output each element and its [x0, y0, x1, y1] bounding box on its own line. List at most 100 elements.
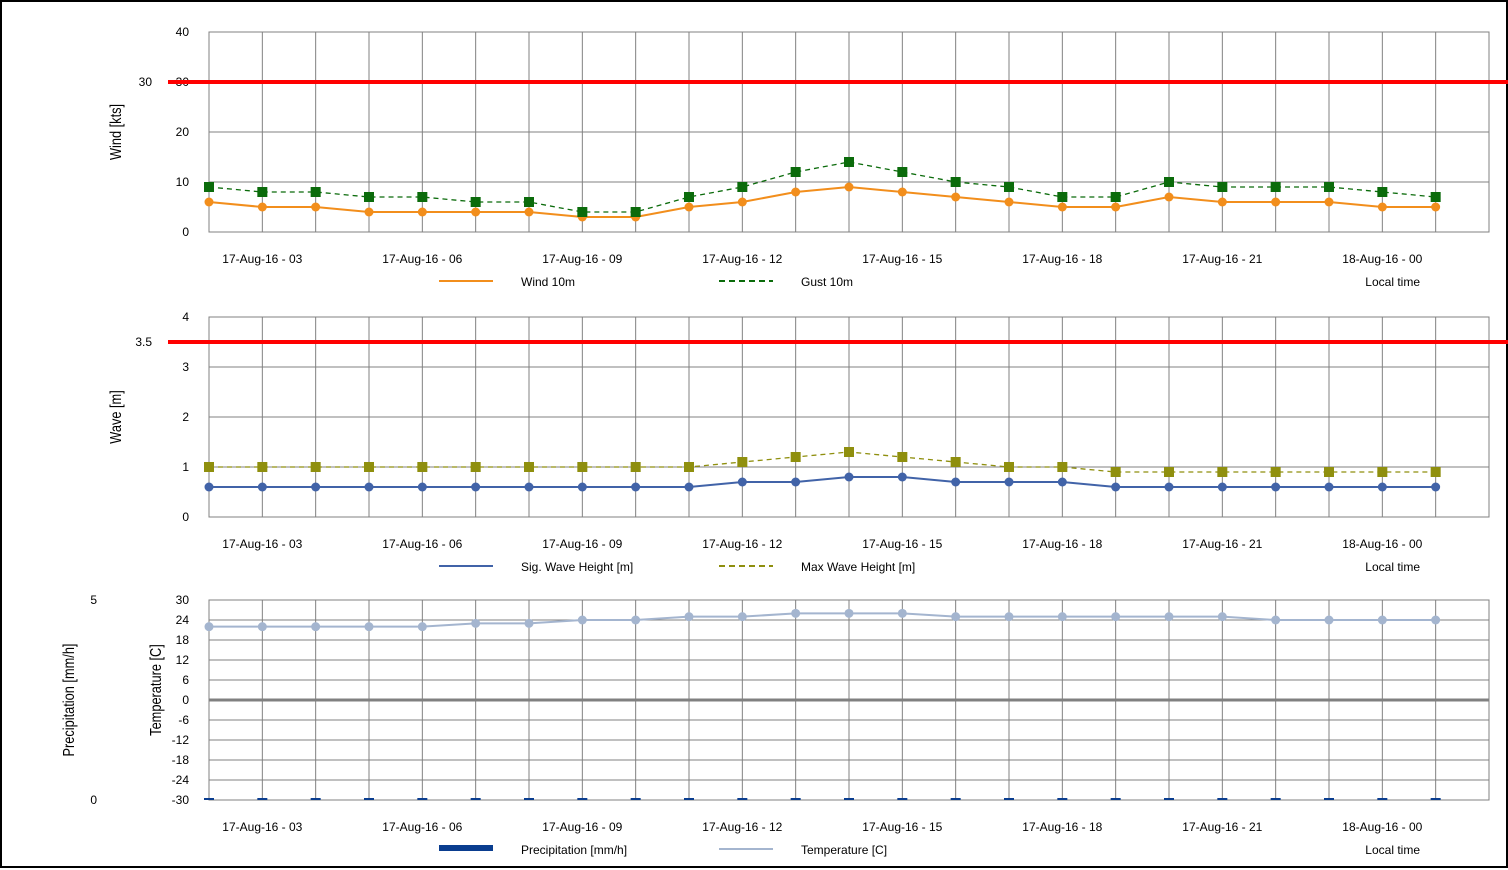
y2-axis-title: Temperature [C]: [148, 644, 166, 736]
data-point-sig_wave: [364, 482, 374, 492]
data-point-temperature: [631, 615, 641, 625]
precipitation-bar: [1377, 798, 1388, 800]
local-time-label: Local time: [1365, 560, 1420, 574]
data-point-gust: [1270, 182, 1281, 192]
data-point-sig_wave: [1164, 482, 1174, 492]
data-point-max_wave: [257, 462, 268, 472]
data-point-max_wave: [897, 452, 908, 462]
series-line-sig_wave: [209, 476, 1436, 488]
precipitation-bar: [1164, 798, 1174, 800]
data-point-temperature: [1324, 615, 1334, 625]
precipitation-bar: [1324, 798, 1334, 800]
data-point-gust: [737, 182, 748, 192]
precipitation-bar: [257, 798, 268, 800]
x-tick-label: 17-Aug-16 - 18: [1022, 537, 1102, 551]
data-point-temperature: [1004, 612, 1014, 622]
x-tick-label: 17-Aug-16 - 15: [862, 252, 942, 266]
data-point-max_wave: [1377, 467, 1388, 477]
data-point-wind: [1324, 197, 1334, 207]
data-point-max_wave: [364, 462, 374, 472]
y-tick-label: 10: [176, 175, 190, 189]
data-point-wind: [1271, 197, 1281, 207]
data-point-temperature: [1271, 615, 1281, 625]
data-point-temperature: [1431, 615, 1441, 625]
data-point-max_wave: [470, 462, 481, 472]
data-point-gust: [684, 192, 694, 202]
threshold-label: 3.5: [135, 335, 152, 349]
data-point-max_wave: [1430, 467, 1441, 477]
data-point-gust: [950, 177, 961, 187]
y-tick-label: 3: [182, 360, 189, 374]
data-point-gust: [310, 187, 321, 197]
y2-tick-label: 6: [182, 673, 189, 687]
y-axis-title: Wind [kts]: [108, 104, 126, 160]
precipitation-bar: [577, 798, 588, 800]
precipitation-bar: [897, 798, 908, 800]
x-tick-label: 17-Aug-16 - 06: [382, 820, 462, 834]
data-point-wind: [471, 207, 481, 217]
legend-label: Precipitation [mm/h]: [521, 843, 627, 857]
data-point-temperature: [257, 622, 267, 632]
x-tick-label: 17-Aug-16 - 03: [222, 820, 302, 834]
x-tick-label: 17-Aug-16 - 09: [542, 820, 622, 834]
data-point-wind: [897, 187, 907, 197]
data-point-gust: [1004, 182, 1014, 192]
data-point-sig_wave: [791, 477, 801, 487]
data-point-max_wave: [1324, 467, 1334, 477]
precipitation-bar: [1004, 798, 1014, 800]
x-tick-label: 17-Aug-16 - 18: [1022, 820, 1102, 834]
data-point-sig_wave: [311, 482, 321, 492]
data-point-wind: [1217, 197, 1227, 207]
data-point-gust: [1324, 182, 1334, 192]
data-point-sig_wave: [1004, 477, 1014, 487]
data-point-wind: [364, 207, 374, 217]
data-point-sig_wave: [737, 477, 747, 487]
threshold-label: 30: [139, 75, 153, 89]
y-tick-label: 20: [176, 125, 190, 139]
data-point-temperature: [524, 618, 534, 628]
data-point-wind: [737, 197, 747, 207]
precipitation-bar: [950, 798, 961, 800]
data-point-gust: [577, 207, 588, 217]
x-tick-label: 17-Aug-16 - 12: [702, 252, 782, 266]
data-point-sig_wave: [204, 482, 214, 492]
data-point-sig_wave: [1111, 482, 1121, 492]
legend-swatch-precipitation: [439, 845, 493, 851]
data-point-wind: [417, 207, 427, 217]
data-point-max_wave: [1057, 462, 1068, 472]
data-point-max_wave: [1217, 467, 1228, 477]
data-point-gust: [524, 197, 534, 207]
x-tick-label: 17-Aug-16 - 15: [862, 820, 942, 834]
data-point-gust: [1164, 177, 1174, 187]
data-point-temperature: [577, 615, 587, 625]
data-point-gust: [844, 157, 854, 167]
precipitation-bar: [417, 798, 428, 800]
data-point-sig_wave: [524, 482, 534, 492]
data-point-sig_wave: [1377, 482, 1387, 492]
precipitation-bar: [470, 798, 481, 800]
data-point-temperature: [471, 618, 481, 628]
legend-label: Wind 10m: [521, 275, 575, 289]
precipitation-bar: [844, 798, 854, 800]
data-point-max_wave: [204, 462, 214, 472]
data-point-gust: [204, 182, 214, 192]
y-tick-label: 4: [182, 310, 189, 324]
data-point-gust: [1057, 192, 1068, 202]
data-point-sig_wave: [844, 472, 854, 482]
data-point-gust: [1430, 192, 1441, 202]
y-tick-label: 0: [182, 225, 189, 239]
y2-tick-label: 18: [176, 633, 190, 647]
precipitation-bar: [630, 798, 641, 800]
x-tick-label: 17-Aug-16 - 06: [382, 537, 462, 551]
data-point-max_wave: [417, 462, 428, 472]
data-point-temperature: [684, 612, 694, 622]
data-point-gust: [1377, 187, 1388, 197]
data-point-max_wave: [790, 452, 801, 462]
data-point-sig_wave: [631, 482, 641, 492]
data-point-wind: [951, 192, 961, 202]
data-point-temperature: [1377, 615, 1387, 625]
x-tick-label: 17-Aug-16 - 21: [1182, 252, 1262, 266]
precipitation-bar: [1217, 798, 1228, 800]
